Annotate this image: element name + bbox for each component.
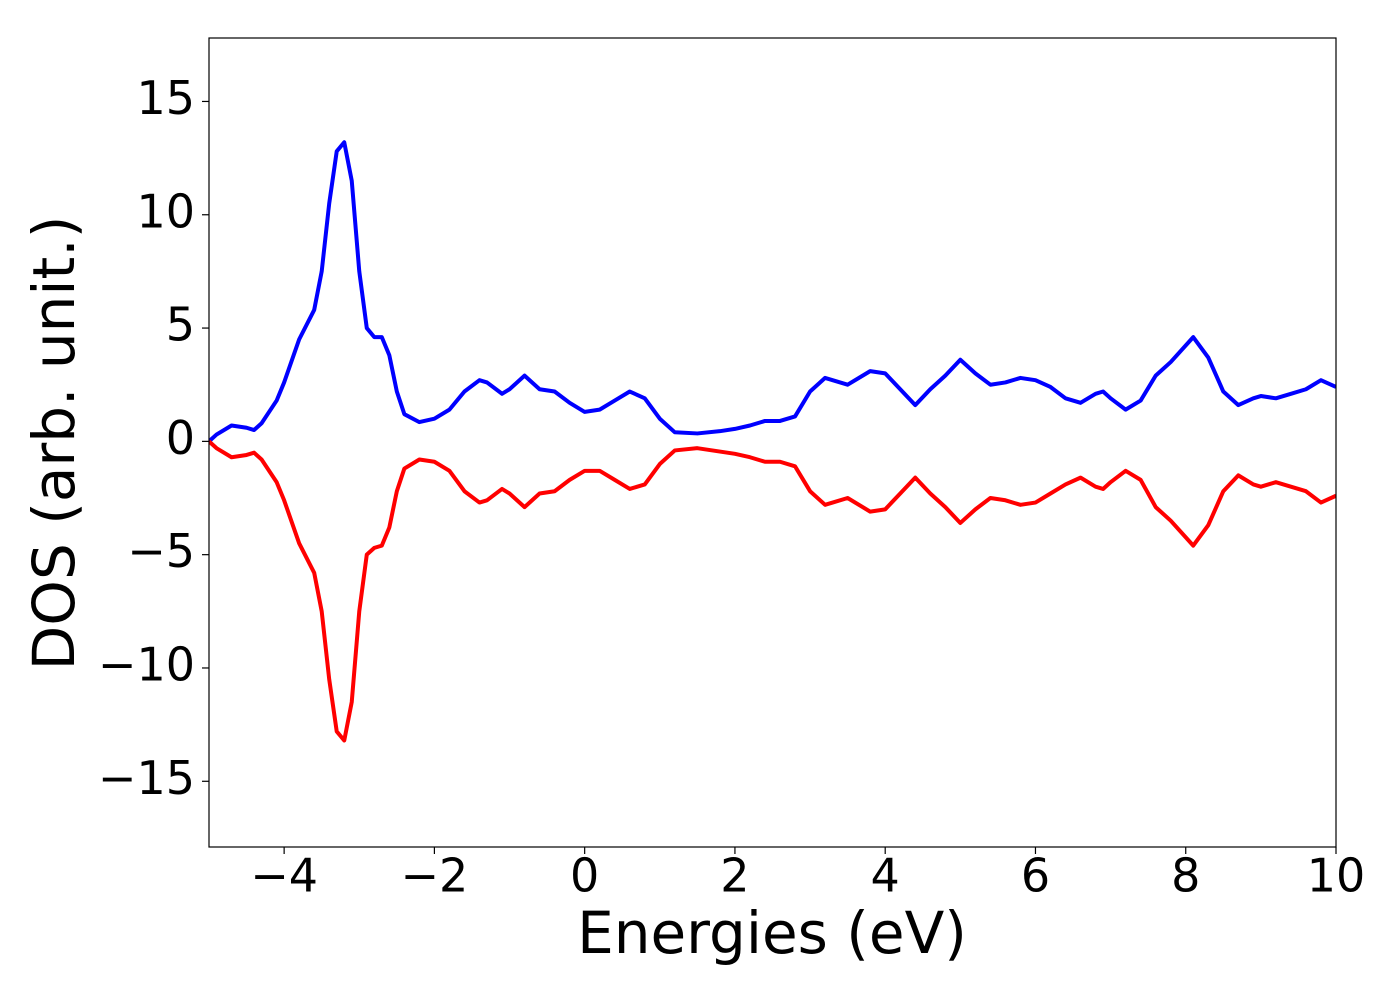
y-axis-label: DOS (arb. unit.) [20, 216, 88, 671]
y-tick-label: 15 [136, 71, 195, 125]
y-tick-label: 10 [136, 184, 195, 238]
dos-line [209, 140, 1336, 443]
plot-frame [208, 37, 1337, 848]
x-tick-label: 10 [1307, 849, 1366, 903]
x-axis-label: Energies (eV) [577, 899, 967, 967]
y-tick-label: 0 [166, 411, 195, 465]
x-tick-label: 2 [720, 849, 749, 903]
x-tick-label: 4 [871, 849, 900, 903]
x-tick-label: 6 [1021, 849, 1050, 903]
y-tick-label: 5 [166, 298, 195, 352]
y-tick-label: −10 [98, 637, 195, 691]
x-tick-label: 8 [1171, 849, 1200, 903]
x-tick-label: −4 [250, 849, 318, 903]
dos-line [209, 439, 1336, 743]
x-tick-label: 0 [570, 849, 599, 903]
y-tick-label: −5 [127, 524, 195, 578]
y-tick-label: −15 [98, 751, 195, 805]
x-tick-label: −2 [400, 849, 468, 903]
